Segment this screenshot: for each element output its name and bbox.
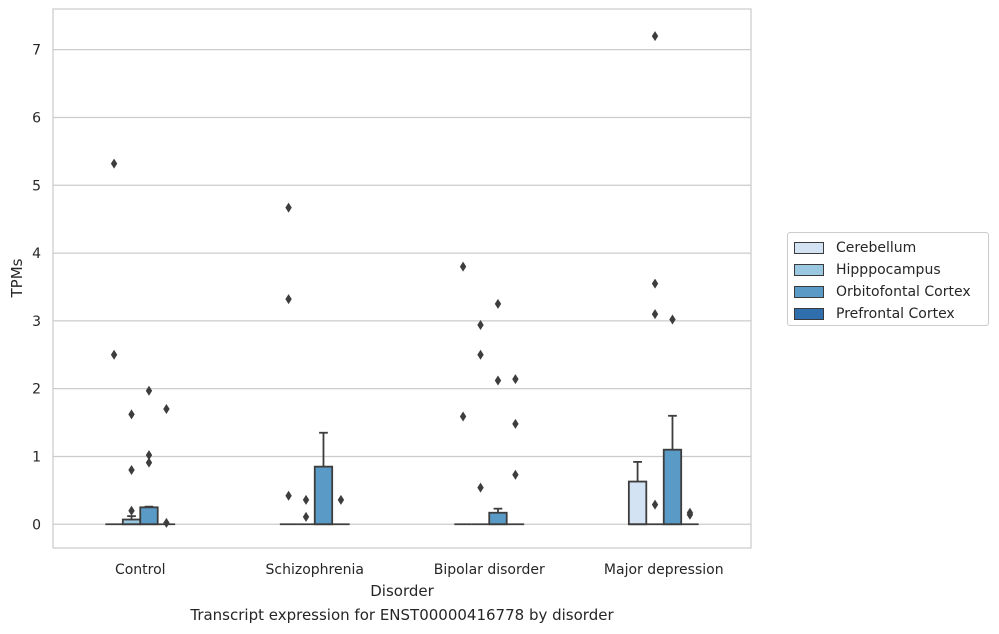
outlier-point (512, 374, 519, 385)
outlier-point (669, 314, 676, 325)
outlier-points (110, 31, 694, 528)
box-body (313, 465, 334, 526)
boxes (105, 414, 699, 526)
legend-label: Orbitofontal Cortex (836, 284, 971, 300)
box-orbitofontal-cortex (662, 414, 683, 526)
y-tick-label: 4 (32, 246, 41, 262)
legend-swatch (794, 286, 824, 298)
y-tick-label: 6 (32, 110, 41, 126)
box-cerebellum (627, 460, 648, 526)
outlier-point (145, 450, 153, 461)
x-tick-labels: Control Schizophrenia Bipolar disorder Majo… (115, 562, 724, 578)
y-tick-label: 2 (32, 382, 41, 398)
outlier-point (651, 499, 659, 510)
y-tick-label: 1 (32, 449, 41, 465)
plot-frame (52, 8, 752, 549)
outlier-point (285, 490, 292, 501)
outlier-point (494, 375, 502, 386)
legend-item: Hipppocampus (794, 259, 982, 281)
outlier-point (145, 385, 153, 396)
legend-item: Prefrontal Cortex (794, 303, 982, 325)
outlier-point (302, 494, 310, 505)
y-tick-label: 3 (32, 314, 41, 330)
outlier-point (477, 319, 484, 330)
chart-caption: Transcript expression for ENST0000041677… (190, 606, 614, 624)
outlier-point (128, 505, 135, 516)
outlier-point (651, 278, 659, 289)
outlier-point (128, 465, 135, 476)
outlier-point (512, 469, 519, 480)
legend-swatch (794, 264, 824, 276)
legend-swatch (794, 308, 824, 320)
legend-item: Orbitofontal Cortex (794, 281, 982, 303)
x-tick-label: Schizophrenia (266, 562, 364, 578)
y-tick-labels: 0 1 2 3 4 5 6 7 (32, 43, 41, 534)
outlier-point (477, 349, 484, 360)
outlier-point (686, 509, 694, 520)
box-orbitofontal-cortex (139, 505, 159, 526)
outlier-point (285, 294, 292, 305)
gridlines (53, 49, 751, 525)
outlier-point (651, 31, 659, 42)
outlier-point (163, 517, 170, 528)
y-tick-label: 5 (32, 178, 41, 194)
box-orbitofontal-cortex (313, 431, 334, 526)
box-body (488, 511, 508, 526)
x-axis-label: Disorder (370, 582, 434, 600)
outlier-point (459, 411, 467, 422)
box-orbitofontal-cortex (488, 507, 508, 526)
x-tick-label: Control (115, 562, 166, 578)
y-tick-label: 7 (32, 43, 41, 59)
outlier-point (459, 261, 467, 272)
outlier-point (285, 202, 292, 213)
outlier-point (128, 409, 135, 420)
outlier-point (110, 349, 118, 360)
y-tick-label: 0 (32, 517, 41, 533)
legend-item: Cerebellum (794, 237, 982, 259)
outlier-point (337, 494, 345, 505)
legend-label: Prefrontal Cortex (836, 306, 955, 322)
legend-label: Hipppocampus (836, 262, 941, 278)
box-hipppocampus (121, 515, 142, 526)
outlier-point (494, 298, 502, 309)
legend-swatch (794, 242, 824, 254)
box-body (627, 480, 648, 526)
outlier-point (145, 457, 153, 468)
box-body (662, 448, 683, 526)
outlier-point (512, 418, 519, 429)
legend-label: Cerebellum (836, 240, 917, 256)
x-tick-label: Bipolar disorder (434, 562, 545, 578)
outlier-point (477, 482, 484, 493)
outlier-point (110, 158, 118, 169)
legend: Cerebellum Hipppocampus Orbitofontal Corte… (787, 232, 989, 326)
outlier-point (302, 511, 310, 522)
x-tick-label: Major depression (604, 562, 724, 578)
outlier-point (163, 404, 170, 415)
y-axis-label: TPMs (8, 258, 26, 298)
outlier-point (651, 309, 659, 320)
box-body (139, 506, 159, 526)
